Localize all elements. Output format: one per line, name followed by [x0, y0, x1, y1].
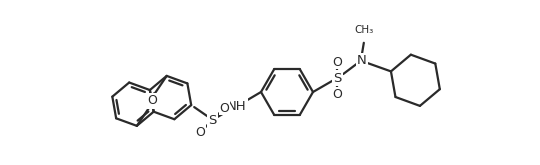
Text: O: O — [195, 126, 205, 138]
Text: O: O — [147, 94, 157, 107]
Text: NH: NH — [227, 99, 247, 113]
Text: S: S — [208, 114, 217, 127]
Text: O: O — [220, 101, 229, 115]
Text: CH₃: CH₃ — [354, 25, 374, 35]
Text: O: O — [332, 87, 342, 100]
Text: S: S — [333, 71, 341, 84]
Text: O: O — [332, 55, 342, 68]
Text: N: N — [357, 54, 367, 67]
